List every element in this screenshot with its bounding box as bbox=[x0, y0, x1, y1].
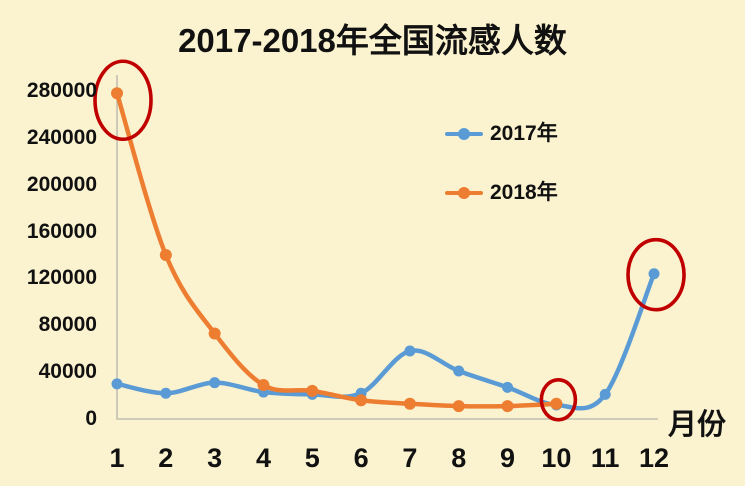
x-axis-tick-label: 11 bbox=[590, 443, 620, 473]
data-point-2017年 bbox=[404, 345, 416, 357]
data-point-2018年 bbox=[501, 400, 514, 413]
data-point-2018年 bbox=[452, 400, 465, 413]
axis-lines bbox=[116, 75, 658, 420]
data-point-2017年 bbox=[209, 377, 221, 389]
x-axis-tick-label: 1 bbox=[109, 443, 125, 473]
y-axis-tick-label: 280000 bbox=[26, 78, 97, 102]
x-axis-tick-label: 4 bbox=[255, 443, 271, 473]
legend-label-2017: 2017年 bbox=[490, 122, 558, 145]
x-axis-tick-label: 6 bbox=[353, 443, 369, 473]
highlight-ellipse bbox=[626, 237, 686, 312]
data-point-2017年 bbox=[111, 378, 123, 390]
data-point-2018年 bbox=[257, 379, 270, 392]
legend-line-marker-2018-icon bbox=[445, 187, 483, 199]
x-axis-tick-label: 9 bbox=[500, 443, 516, 473]
x-axis-tick-label: 3 bbox=[207, 443, 223, 473]
chart-title: 2017-2018年全国流感人数 bbox=[178, 22, 567, 59]
data-point-2017年 bbox=[502, 381, 514, 393]
data-point-2018年 bbox=[159, 248, 172, 261]
highlight-ellipse bbox=[539, 377, 578, 422]
data-point-2017年 bbox=[453, 365, 465, 377]
data-point-2018年 bbox=[355, 394, 368, 407]
y-axis-tick-label: 40000 bbox=[38, 360, 97, 384]
x-axis-title: 月份 bbox=[668, 409, 727, 441]
data-point-2018年 bbox=[550, 397, 563, 410]
y-axis-tick-label: 160000 bbox=[26, 219, 97, 243]
data-point-2018年 bbox=[403, 397, 416, 410]
data-point-2018年 bbox=[208, 327, 221, 340]
legend-line-marker-2017-icon bbox=[445, 128, 483, 140]
data-point-2017年 bbox=[599, 388, 611, 400]
x-axis-tick-label: 8 bbox=[451, 443, 467, 473]
x-axis-tick-label: 10 bbox=[541, 443, 572, 473]
x-axis-tick-label: 7 bbox=[402, 443, 418, 473]
y-axis-tick-label: 80000 bbox=[38, 313, 97, 337]
x-axis-tick-label: 12 bbox=[638, 443, 670, 473]
data-point-2018年 bbox=[306, 384, 319, 397]
y-axis-tick-label: 240000 bbox=[26, 125, 97, 149]
highlight-ellipse bbox=[93, 59, 153, 142]
legend-label-2018: 2018年 bbox=[490, 181, 558, 204]
y-axis-tick-label: 0 bbox=[85, 407, 97, 430]
data-point-2017年 bbox=[648, 268, 660, 280]
legend-row-2018: 2018年 bbox=[445, 180, 558, 206]
data-point-2018年 bbox=[111, 87, 123, 100]
x-axis-tick-label: 5 bbox=[304, 443, 320, 473]
x-axis-tick-label: 2 bbox=[158, 443, 174, 473]
y-axis-tick-label: 120000 bbox=[26, 266, 97, 290]
data-point-2017年 bbox=[160, 387, 172, 399]
y-axis-tick-label: 200000 bbox=[26, 172, 97, 196]
legend-row-2017: 2017年 bbox=[445, 121, 558, 147]
